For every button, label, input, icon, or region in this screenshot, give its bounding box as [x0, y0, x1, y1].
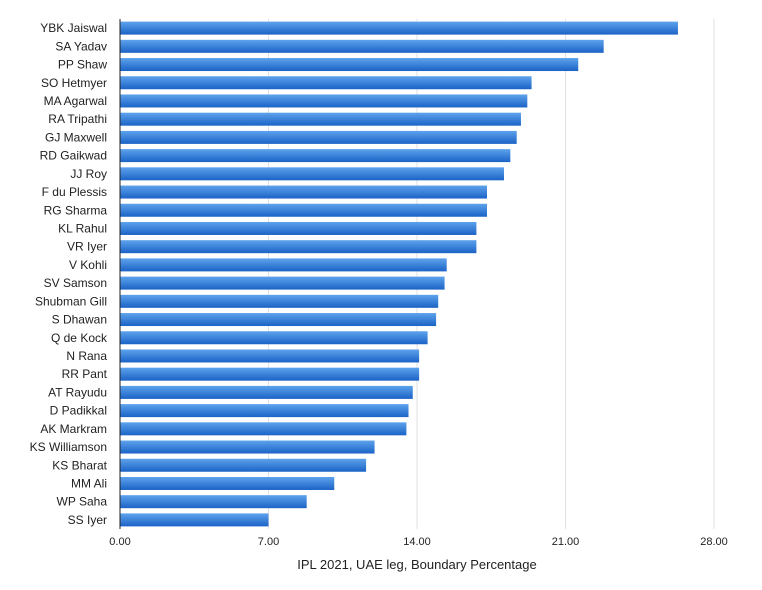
category-label: V Kohli — [69, 258, 107, 272]
category-label: SV Samson — [44, 276, 107, 290]
category-label: PP Shaw — [58, 58, 107, 72]
category-label: S Dhawan — [52, 313, 107, 327]
category-label: RD Gaikwad — [40, 149, 107, 163]
x-tick-label: 21.00 — [552, 536, 580, 548]
bar — [120, 149, 511, 163]
x-tick-labels: 0.00 7.00 14.00 21.00 28.00 — [109, 536, 727, 548]
bar — [120, 94, 528, 108]
category-label: WP Saha — [57, 495, 108, 509]
bar — [120, 167, 504, 181]
category-label: Q de Kock — [51, 331, 108, 345]
x-tick-label: 28.00 — [700, 536, 728, 548]
bar — [120, 440, 375, 454]
category-label: RG Sharma — [44, 203, 108, 217]
bar — [120, 76, 532, 90]
category-label: SO Hetmyer — [41, 76, 107, 90]
bar — [120, 313, 437, 327]
category-label: RR Pant — [62, 367, 108, 381]
category-label: SS Iyer — [68, 513, 107, 527]
bar — [120, 349, 420, 363]
category-label: MM Ali — [71, 476, 107, 490]
x-tick-label: 0.00 — [109, 536, 130, 548]
category-label: MA Agarwal — [44, 94, 107, 108]
category-label: Shubman Gill — [35, 294, 107, 308]
x-axis-title: IPL 2021, UAE leg, Boundary Percentage — [297, 557, 536, 572]
bar — [120, 112, 521, 126]
category-label: AT Rayudu — [48, 385, 107, 399]
category-label: JJ Roy — [70, 167, 107, 181]
bar — [120, 39, 604, 53]
category-label: D Padikkal — [50, 404, 107, 418]
category-label: AK Markram — [40, 422, 107, 436]
bar — [120, 476, 335, 490]
bar — [120, 185, 488, 199]
category-label: RA Tripathi — [48, 112, 107, 126]
x-tick-label: 7.00 — [258, 536, 279, 548]
bar — [120, 58, 579, 72]
category-label: KS Williamson — [30, 440, 107, 454]
bar — [120, 130, 517, 144]
category-label: N Rana — [66, 349, 107, 363]
bar — [120, 221, 477, 235]
category-label: GJ Maxwell — [45, 130, 107, 144]
category-label: KL Rahul — [58, 221, 107, 235]
x-tick-label: 14.00 — [403, 536, 431, 548]
category-label: KS Bharat — [52, 458, 107, 472]
category-label: YBK Jaiswal — [40, 21, 107, 35]
bar — [120, 21, 678, 35]
bar — [120, 513, 269, 527]
bar — [120, 294, 439, 308]
bar — [120, 385, 413, 399]
bar — [120, 404, 409, 418]
bar — [120, 367, 420, 381]
bar — [120, 495, 307, 509]
category-label: SA Yadav — [55, 39, 107, 53]
category-label: F du Plessis — [42, 185, 107, 199]
bar — [120, 458, 367, 472]
bar — [120, 240, 477, 254]
bar — [120, 422, 407, 436]
category-labels: YBK Jaiswal SA Yadav PP Shaw SO Hetmyer MA A… — [30, 21, 108, 527]
bar — [120, 258, 447, 272]
bar — [120, 276, 445, 290]
bar — [120, 203, 488, 217]
bar — [120, 331, 428, 345]
bars — [120, 21, 678, 527]
category-label: VR Iyer — [67, 240, 107, 254]
